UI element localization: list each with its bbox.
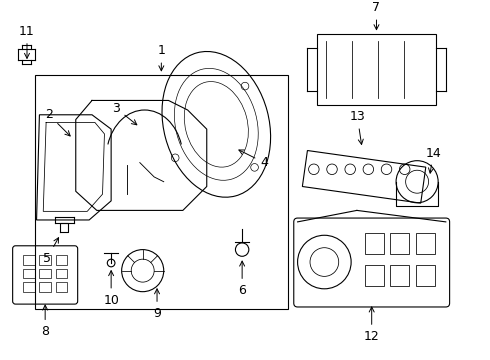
Bar bbox=[416, 265, 435, 286]
Bar bbox=[39, 269, 51, 278]
Bar bbox=[391, 265, 410, 286]
Text: 1: 1 bbox=[157, 44, 165, 71]
Text: 13: 13 bbox=[349, 111, 365, 144]
Bar bbox=[365, 265, 384, 286]
Bar bbox=[23, 255, 35, 265]
Text: 11: 11 bbox=[19, 25, 35, 58]
Bar bbox=[23, 282, 35, 292]
Bar bbox=[35, 75, 288, 309]
Bar bbox=[56, 255, 67, 265]
Text: 7: 7 bbox=[372, 1, 380, 30]
Bar bbox=[56, 282, 67, 292]
Bar bbox=[39, 282, 51, 292]
Bar bbox=[317, 33, 436, 105]
Bar bbox=[302, 150, 426, 203]
Text: 6: 6 bbox=[238, 261, 246, 297]
Text: 14: 14 bbox=[425, 147, 441, 173]
Bar bbox=[56, 269, 67, 278]
Bar bbox=[365, 233, 384, 255]
Text: 12: 12 bbox=[364, 307, 380, 343]
Text: 4: 4 bbox=[239, 150, 268, 169]
Text: 9: 9 bbox=[153, 289, 161, 320]
Bar bbox=[23, 269, 35, 278]
Text: 10: 10 bbox=[103, 271, 119, 307]
Bar bbox=[391, 233, 410, 255]
Text: 2: 2 bbox=[45, 108, 70, 136]
Text: 3: 3 bbox=[112, 102, 137, 125]
Text: 8: 8 bbox=[41, 305, 49, 338]
Text: 5: 5 bbox=[43, 238, 59, 265]
Bar bbox=[39, 255, 51, 265]
Bar bbox=[416, 233, 435, 255]
